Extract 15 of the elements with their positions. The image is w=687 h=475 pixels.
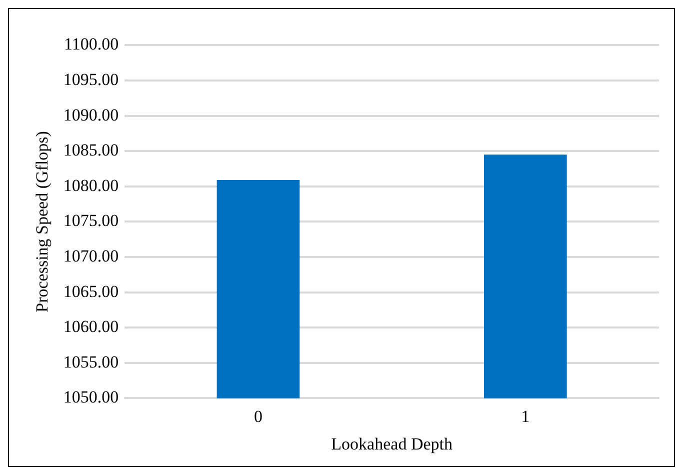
- y-tick-label: 1100.00: [64, 34, 119, 54]
- x-axis-title: Lookahead Depth: [331, 434, 453, 454]
- y-axis-title: Processing Speed (Gflops): [32, 131, 52, 312]
- y-tick-label: 1080.00: [63, 176, 119, 195]
- y-tick-label: 1065.00: [63, 282, 119, 301]
- y-tick-label: 1075.00: [63, 211, 119, 230]
- y-tick-label: 1050.00: [63, 388, 119, 407]
- y-tick-label: 1095.00: [63, 70, 119, 89]
- y-tick-label: 1055.00: [63, 352, 119, 372]
- y-tick-label: 1090.00: [63, 105, 119, 124]
- y-tick-label: 1060.00: [63, 317, 119, 336]
- y-tick-label: 1070.00: [63, 246, 119, 266]
- y-tick-label: 1085.00: [63, 140, 119, 160]
- x-tick-label: 1: [521, 406, 530, 426]
- x-tick-label: 0: [254, 406, 262, 426]
